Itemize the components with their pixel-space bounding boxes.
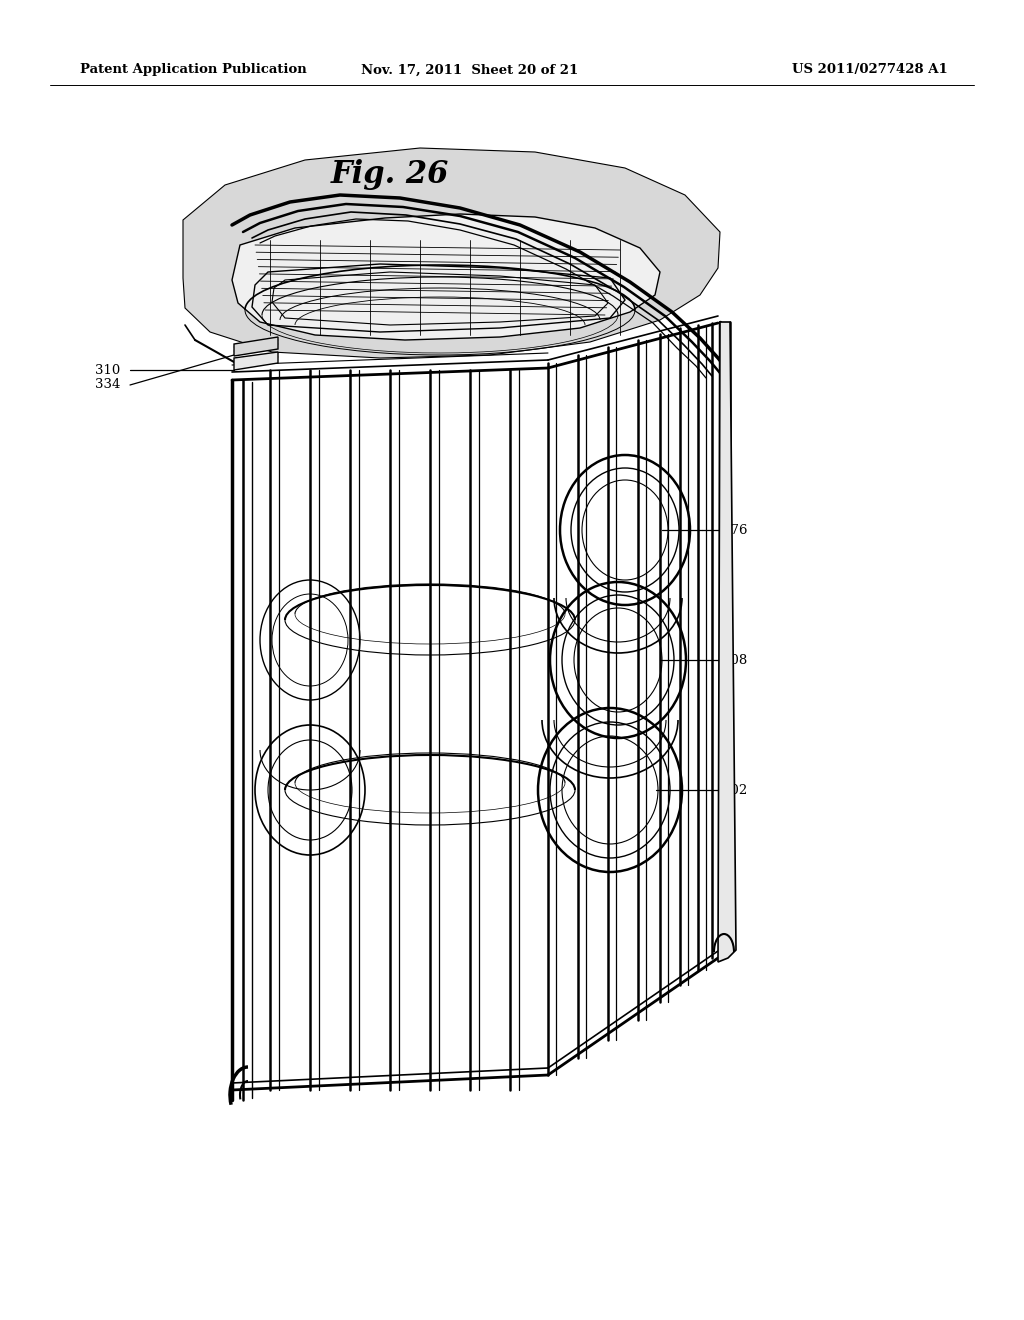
Text: 376: 376	[722, 524, 748, 536]
Text: 308: 308	[722, 653, 748, 667]
Text: 334: 334	[95, 379, 121, 392]
Text: Patent Application Publication: Patent Application Publication	[80, 63, 307, 77]
Polygon shape	[232, 214, 660, 341]
Text: 302: 302	[722, 784, 748, 796]
Text: Nov. 17, 2011  Sheet 20 of 21: Nov. 17, 2011 Sheet 20 of 21	[361, 63, 579, 77]
Text: US 2011/0277428 A1: US 2011/0277428 A1	[793, 63, 948, 77]
Text: Fig. 26: Fig. 26	[331, 160, 450, 190]
Polygon shape	[718, 322, 736, 962]
Polygon shape	[234, 352, 278, 370]
Polygon shape	[183, 148, 720, 358]
Polygon shape	[234, 337, 278, 356]
Text: 310: 310	[95, 363, 120, 376]
